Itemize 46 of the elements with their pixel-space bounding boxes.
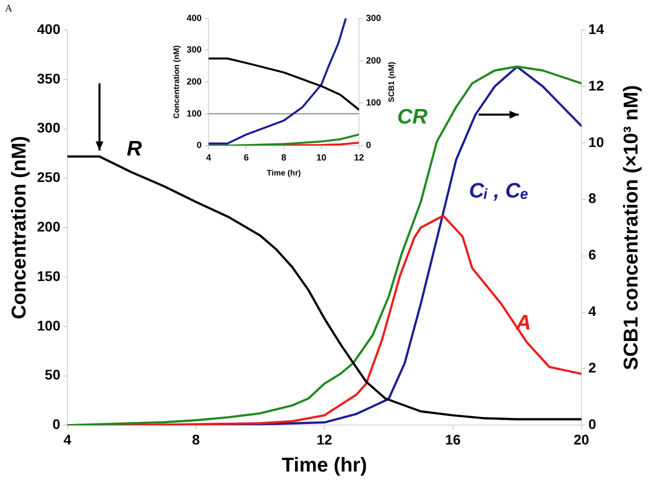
- y-tick-label: 100: [37, 317, 61, 334]
- x-axis-title: Time (hr): [282, 454, 367, 477]
- y2-tick-label: 200: [366, 55, 382, 66]
- y-axis-title: Concentration (nM): [172, 45, 182, 119]
- y2-axis-title: SCB1 (nM): [387, 61, 396, 102]
- y-tick-label: 200: [186, 76, 202, 86]
- y2-tick-label: 8: [588, 190, 596, 206]
- x-tick-label: 4: [63, 431, 72, 448]
- y2-tick-label: 300: [366, 12, 382, 23]
- x-axis-title: Time (hr): [266, 168, 302, 178]
- y-tick-label: 100: [186, 108, 202, 118]
- x-tick-label: 16: [445, 431, 461, 448]
- x-tick-label: 4: [206, 152, 212, 162]
- y-tick-label: 300: [186, 44, 202, 55]
- y2-tick-label: 12: [588, 77, 604, 94]
- y-tick-label: 0: [52, 416, 61, 432]
- y2-tick-label: 6: [588, 246, 596, 263]
- y-tick-label: 400: [186, 12, 202, 23]
- y2-axis-title: SCB1 concentration (×10³ nM): [620, 85, 643, 370]
- y2-tick-label: 14: [588, 20, 604, 37]
- series-label: CR: [397, 106, 428, 129]
- y2-tick-label: 0: [588, 416, 596, 432]
- y2-tick-label: 4: [588, 303, 596, 320]
- x-tick-label: 10: [316, 152, 326, 162]
- legend-label: R: [126, 138, 143, 161]
- y-tick-label: 250: [37, 169, 61, 186]
- x-tick-label: 20: [574, 431, 590, 448]
- y-tick-label: 350: [37, 70, 61, 86]
- y-tick-label: 50: [44, 366, 61, 383]
- x-tick-label: 6: [244, 152, 249, 162]
- y-tick-label: 300: [37, 120, 61, 136]
- y-tick-label: 400: [37, 20, 61, 37]
- x-tick-label: 12: [354, 152, 364, 162]
- x-tick-label: 8: [281, 152, 286, 162]
- series-label: Cᵢ , Cₑ: [468, 180, 529, 203]
- y2-tick-label: 100: [366, 98, 382, 108]
- x-tick-label: 8: [192, 431, 200, 448]
- y2-tick-label: 0: [366, 140, 371, 150]
- y2-tick-label: 2: [588, 360, 596, 376]
- y-axis-title: Concentration (nM): [8, 136, 31, 320]
- y2-tick-label: 10: [588, 134, 604, 150]
- text: A: [5, 4, 13, 15]
- y-tick-label: 0: [196, 140, 202, 150]
- y-tick-label: 200: [37, 218, 61, 234]
- y-tick-label: 150: [37, 268, 61, 284]
- x-tick-label: 12: [316, 431, 332, 448]
